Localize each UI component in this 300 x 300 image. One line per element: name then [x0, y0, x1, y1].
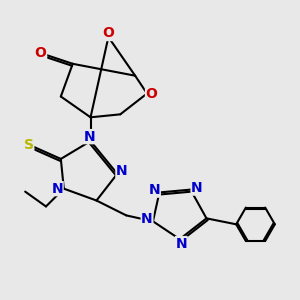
Text: N: N	[52, 182, 63, 196]
Text: N: N	[176, 237, 187, 250]
Text: O: O	[103, 26, 114, 40]
Text: N: N	[148, 183, 160, 197]
Text: N: N	[141, 212, 153, 226]
Text: O: O	[146, 86, 158, 100]
Text: N: N	[116, 164, 128, 178]
Text: S: S	[24, 138, 34, 152]
Text: N: N	[83, 130, 95, 144]
Text: N: N	[191, 181, 203, 195]
Text: O: O	[35, 46, 46, 60]
